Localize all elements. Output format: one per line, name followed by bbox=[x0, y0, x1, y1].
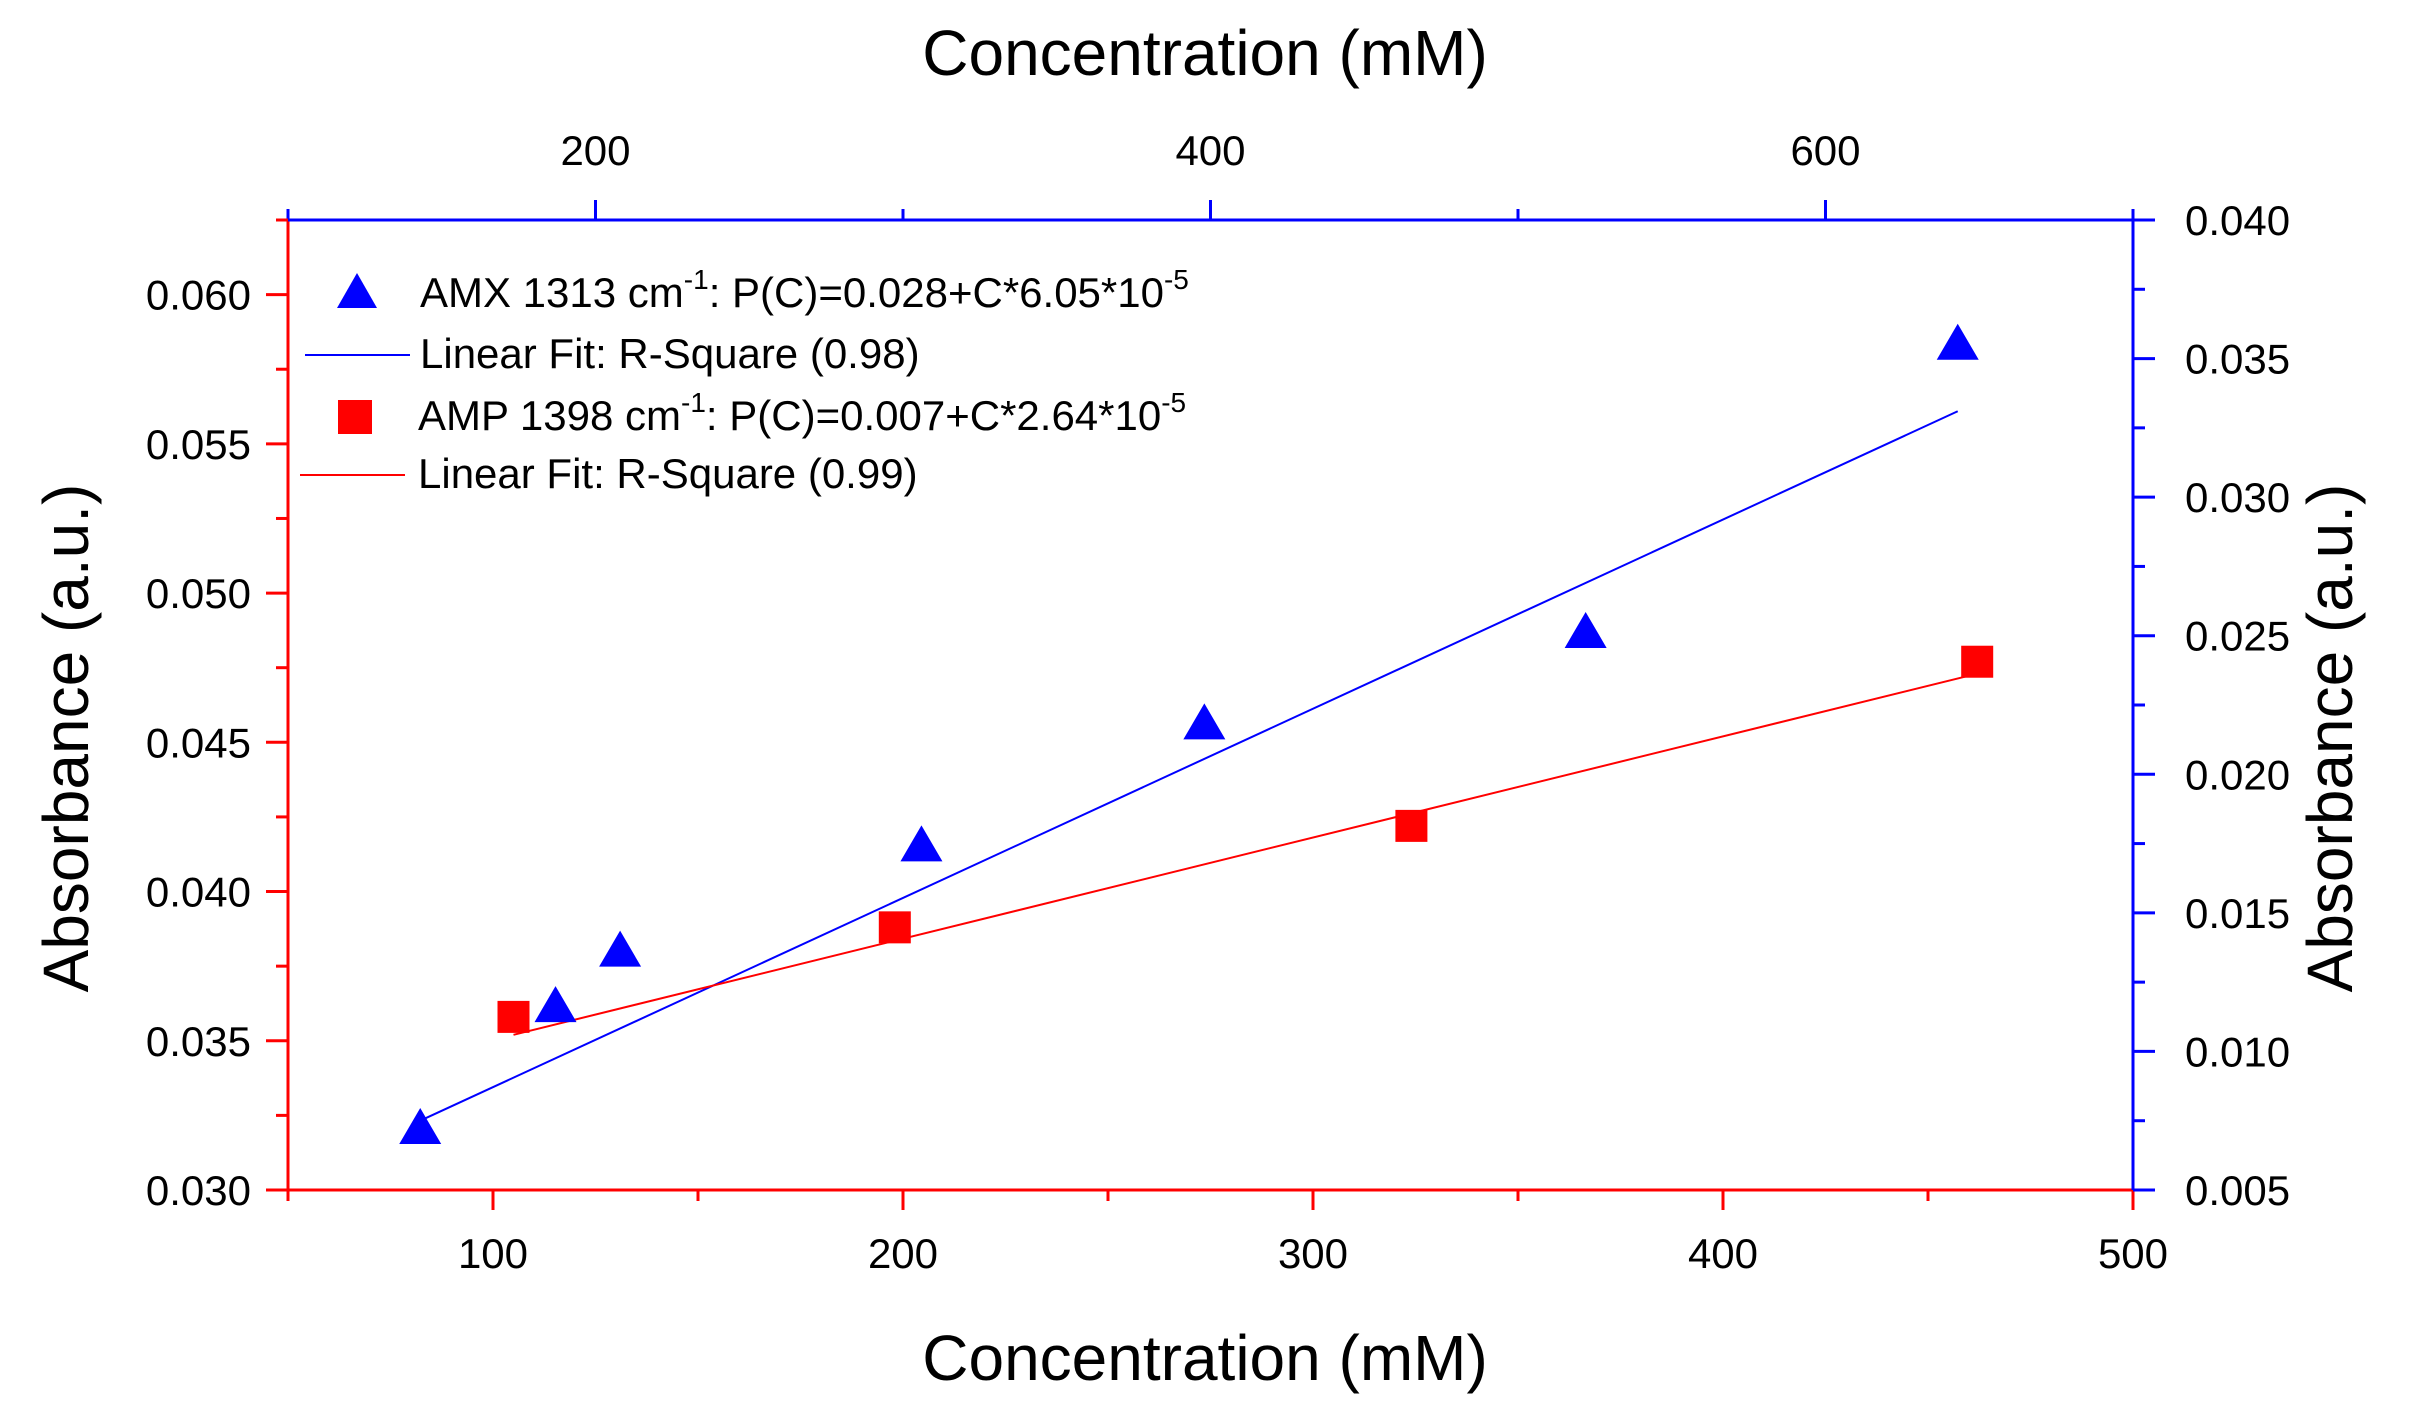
legend-amx-marker bbox=[337, 273, 377, 308]
right-tick-label: 0.030 bbox=[2185, 474, 2290, 521]
top-tick-label: 600 bbox=[1790, 127, 1860, 174]
left-tick-label: 0.060 bbox=[146, 272, 251, 319]
right-tick-label: 0.005 bbox=[2185, 1167, 2290, 1214]
amp-point bbox=[878, 911, 911, 944]
amx-point bbox=[399, 1108, 442, 1145]
bottom-tick-label: 400 bbox=[1688, 1230, 1758, 1277]
legend: AMX 1313 cm-1: P(C)=0.028+C*6.05*10-5 Li… bbox=[300, 264, 1189, 497]
left-tick-label: 0.030 bbox=[146, 1167, 251, 1214]
bottom-x-axis: 100 200 300 400 500 bbox=[286, 1190, 2168, 1277]
top-x-axis: 200 400 600 bbox=[286, 127, 2135, 220]
legend-amx-fit-label: Linear Fit: R-Square (0.98) bbox=[420, 330, 920, 377]
amp-point bbox=[1395, 809, 1428, 842]
amx-point bbox=[900, 825, 943, 862]
left-axis-title: Absorbance (a.u.) bbox=[30, 484, 102, 993]
data-points bbox=[399, 323, 1994, 1145]
left-tick-label: 0.040 bbox=[146, 869, 251, 916]
top-axis-title: Concentration (mM) bbox=[922, 17, 1488, 89]
amx-point bbox=[1183, 703, 1226, 740]
right-tick-label: 0.025 bbox=[2185, 613, 2290, 660]
amx-point bbox=[534, 986, 577, 1023]
right-tick-label: 0.020 bbox=[2185, 751, 2290, 798]
legend-amp-marker bbox=[338, 400, 372, 434]
left-tick-label: 0.045 bbox=[146, 719, 251, 766]
amx-point bbox=[1564, 611, 1607, 648]
right-y-axis: 0.005 0.010 0.015 0.020 0.025 0.030 0.035 0.040 bbox=[2133, 197, 2290, 1214]
bottom-tick-label: 300 bbox=[1278, 1230, 1348, 1277]
amx-point bbox=[599, 930, 642, 967]
left-tick-label: 0.035 bbox=[146, 1018, 251, 1065]
left-tick-label: 0.050 bbox=[146, 570, 251, 617]
legend-amp-fit-label: Linear Fit: R-Square (0.99) bbox=[418, 450, 918, 497]
amx-fit-line bbox=[419, 410, 1959, 1122]
left-y-axis: 0.030 0.035 0.040 0.045 0.050 0.055 0.060 bbox=[146, 218, 288, 1214]
right-tick-label: 0.015 bbox=[2185, 890, 2290, 937]
right-tick-label: 0.010 bbox=[2185, 1028, 2290, 1075]
amx-point bbox=[1936, 323, 1979, 360]
amp-point bbox=[497, 1000, 530, 1033]
bottom-tick-label: 200 bbox=[868, 1230, 938, 1277]
top-tick-label: 400 bbox=[1175, 127, 1245, 174]
right-axis-title: Absorbance (a.u.) bbox=[2294, 484, 2366, 993]
right-tick-label: 0.035 bbox=[2185, 336, 2290, 383]
amp-point bbox=[1961, 645, 1994, 678]
bottom-axis-title: Concentration (mM) bbox=[922, 1322, 1488, 1394]
top-tick-label: 200 bbox=[560, 127, 630, 174]
fit-lines bbox=[419, 410, 1978, 1122]
right-tick-label: 0.040 bbox=[2185, 197, 2290, 244]
legend-amp-label: AMP 1398 cm-1: P(C)=0.007+C*2.64*10-5 bbox=[418, 387, 1186, 439]
amp-fit-line bbox=[513, 672, 1978, 1036]
legend-amx-label: AMX 1313 cm-1: P(C)=0.028+C*6.05*10-5 bbox=[420, 264, 1189, 316]
left-tick-label: 0.055 bbox=[146, 421, 251, 468]
bottom-tick-label: 500 bbox=[2098, 1230, 2168, 1277]
bottom-tick-label: 100 bbox=[458, 1230, 528, 1277]
